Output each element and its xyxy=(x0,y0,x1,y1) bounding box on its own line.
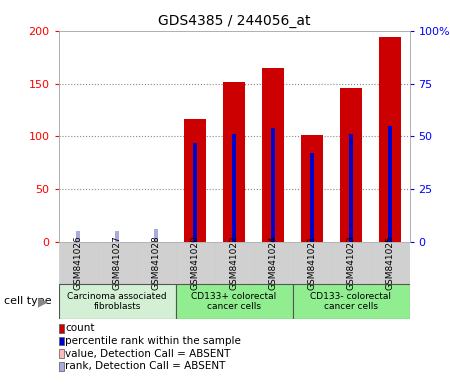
Text: GSM841023: GSM841023 xyxy=(346,236,356,290)
Text: GSM841024: GSM841024 xyxy=(269,236,278,290)
Bar xyxy=(379,37,401,242)
Bar xyxy=(215,242,253,284)
Bar xyxy=(223,83,245,242)
Bar xyxy=(349,134,353,242)
Bar xyxy=(262,68,284,242)
Bar xyxy=(270,128,275,242)
Bar xyxy=(58,284,176,319)
Bar xyxy=(176,242,215,284)
Text: Carcinoma associated
fibroblasts: Carcinoma associated fibroblasts xyxy=(67,292,167,311)
Text: GSM841021: GSM841021 xyxy=(307,236,316,290)
Text: GSM841028: GSM841028 xyxy=(152,236,161,290)
Title: GDS4385 / 244056_at: GDS4385 / 244056_at xyxy=(158,14,310,28)
Text: CD133+ colorectal
cancer cells: CD133+ colorectal cancer cells xyxy=(191,292,277,311)
Bar xyxy=(370,242,410,284)
Bar xyxy=(253,242,292,284)
Text: count: count xyxy=(65,323,95,333)
Bar xyxy=(340,88,362,242)
Text: GSM841026: GSM841026 xyxy=(73,236,82,290)
Bar xyxy=(76,231,81,242)
Bar xyxy=(292,242,332,284)
Bar xyxy=(136,242,176,284)
Bar xyxy=(115,231,119,242)
Text: ▶: ▶ xyxy=(38,295,48,308)
Bar xyxy=(153,229,158,242)
Text: value, Detection Call = ABSENT: value, Detection Call = ABSENT xyxy=(65,349,231,359)
Text: percentile rank within the sample: percentile rank within the sample xyxy=(65,336,241,346)
Bar xyxy=(193,143,198,242)
Bar xyxy=(58,242,98,284)
Text: GSM841025: GSM841025 xyxy=(386,236,395,290)
Bar xyxy=(310,153,315,242)
Bar xyxy=(292,284,410,319)
Text: GSM841020: GSM841020 xyxy=(190,236,199,290)
Bar xyxy=(302,135,323,242)
Bar xyxy=(98,242,136,284)
Text: rank, Detection Call = ABSENT: rank, Detection Call = ABSENT xyxy=(65,361,226,371)
Bar xyxy=(387,126,392,242)
Text: GSM841027: GSM841027 xyxy=(112,236,122,290)
Text: cell type: cell type xyxy=(4,296,52,306)
Bar xyxy=(176,284,292,319)
Text: GSM841022: GSM841022 xyxy=(230,236,238,290)
Text: CD133- colorectal
cancer cells: CD133- colorectal cancer cells xyxy=(310,292,392,311)
Bar xyxy=(232,134,236,242)
Bar xyxy=(332,242,370,284)
Bar xyxy=(184,119,206,242)
